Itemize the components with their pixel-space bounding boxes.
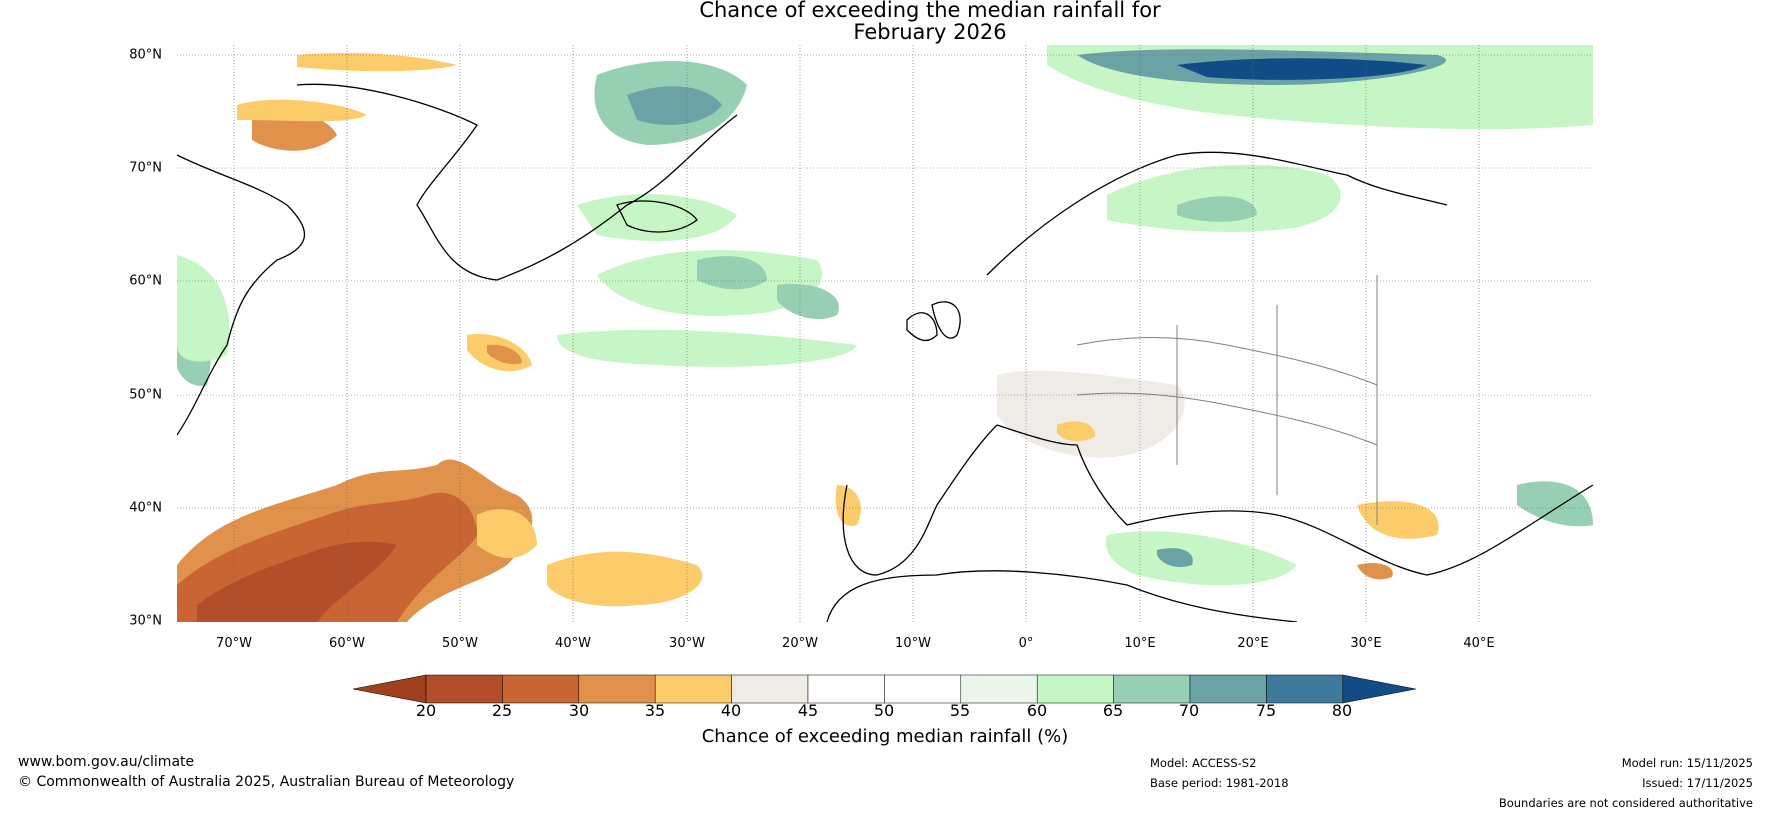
colorbar-tick-65: 65 [1102, 701, 1124, 720]
colorbar-tick-75: 75 [1255, 701, 1277, 720]
lat-label-80n: 80°N [129, 47, 162, 63]
lon-label-30e: 30°E [1350, 636, 1382, 651]
lat-label-70n: 70°N [129, 160, 162, 176]
lon-label-20e: 20°E [1237, 636, 1269, 651]
lon-label-40w: 40°W [555, 636, 591, 651]
colorbar-tick-35: 35 [644, 701, 666, 720]
lon-label-10w: 10°W [895, 636, 931, 651]
lon-label-50w: 50°W [442, 636, 478, 651]
lat-label-30n: 30°N [129, 613, 162, 629]
colorbar-cell [502, 674, 580, 704]
colorbar-tick-80: 80 [1331, 701, 1353, 720]
colorbar-cell [960, 674, 1038, 704]
footer-model-run: Model run: 15/11/2025 [1621, 756, 1753, 770]
colorbar-label: Chance of exceeding median rainfall (%) [701, 726, 1069, 747]
rainfall-map [177, 45, 1593, 622]
colorbar-extend-max [1342, 674, 1416, 704]
footer-base-period: Base period: 1981-2018 [1150, 776, 1289, 790]
lon-label-0: 0° [1018, 636, 1034, 651]
footer-model: Model: ACCESS-S2 [1150, 756, 1257, 770]
colorbar-tick-20: 20 [415, 701, 437, 720]
footer-copyright: © Commonwealth of Australia 2025, Austra… [18, 774, 515, 790]
colorbar-cell [884, 674, 962, 704]
colorbar-tick-30: 30 [568, 701, 590, 720]
colorbar-cell [654, 674, 732, 704]
colorbar-cell [731, 674, 809, 704]
coastlines [177, 83, 1593, 622]
lon-label-10e: 10°E [1124, 636, 1156, 651]
map-canvas [177, 45, 1593, 622]
title-line-2: February 2026 [853, 20, 1007, 44]
title-line-1: Chance of exceeding the median rainfall … [699, 0, 1161, 22]
lon-label-40e: 40°E [1463, 636, 1495, 651]
lat-label-60n: 60°N [129, 273, 162, 289]
lat-label-40n: 40°N [129, 500, 162, 516]
colorbar [353, 674, 1416, 704]
colorbar-tick-50: 50 [873, 701, 895, 720]
lat-label-50n: 50°N [129, 387, 162, 403]
colorbar-tick-40: 40 [720, 701, 742, 720]
colorbar-cell [578, 674, 656, 704]
lon-label-20w: 20°W [782, 636, 818, 651]
gridlines [177, 45, 1593, 622]
colorbar-cell [1113, 674, 1191, 704]
lon-label-30w: 30°W [669, 636, 705, 651]
country-borders [1076, 275, 1378, 525]
colorbar-extend-min [353, 674, 427, 704]
lon-label-60w: 60°W [329, 636, 365, 651]
colorbar-tick-70: 70 [1178, 701, 1200, 720]
colorbar-tick-25: 25 [491, 701, 513, 720]
colorbar-tick-55: 55 [949, 701, 971, 720]
colorbar-tick-60: 60 [1026, 701, 1048, 720]
colorbar-cell [425, 674, 503, 704]
footer-website: www.bom.gov.au/climate [18, 754, 195, 770]
colorbar-cell [1189, 674, 1267, 704]
colorbar-cell [1266, 674, 1344, 704]
colorbar-cell [807, 674, 885, 704]
colorbar-cell [1036, 674, 1114, 704]
lon-label-70w: 70°W [216, 636, 252, 651]
colorbar-tick-45: 45 [797, 701, 819, 720]
rainfall-probability-patches [177, 45, 1593, 622]
footer-issued: Issued: 17/11/2025 [1642, 776, 1753, 790]
footer-disclaimer: Boundaries are not considered authoritat… [1498, 796, 1753, 810]
